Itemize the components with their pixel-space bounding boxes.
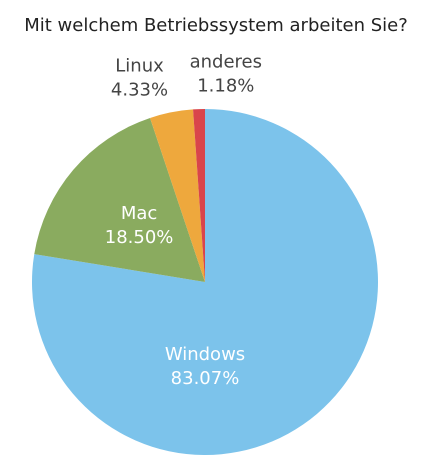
pie-slice bbox=[32, 109, 379, 456]
slice-value-label: 4.33% bbox=[111, 79, 168, 100]
pie-slice bbox=[150, 109, 205, 282]
chart-title: Mit welchem Betriebssystem arbeiten Sie? bbox=[24, 15, 408, 36]
slice-value-label: 1.18% bbox=[197, 76, 254, 97]
slice-label: Mac bbox=[121, 203, 157, 224]
slice-label: anderes bbox=[190, 52, 262, 73]
pie-slice bbox=[34, 117, 205, 282]
pie-slice bbox=[193, 109, 205, 282]
slice-value-label: 18.50% bbox=[105, 227, 174, 248]
slice-value-label: 83.07% bbox=[171, 368, 240, 389]
slice-label: Windows bbox=[165, 344, 245, 365]
slice-label: Linux bbox=[115, 55, 164, 76]
